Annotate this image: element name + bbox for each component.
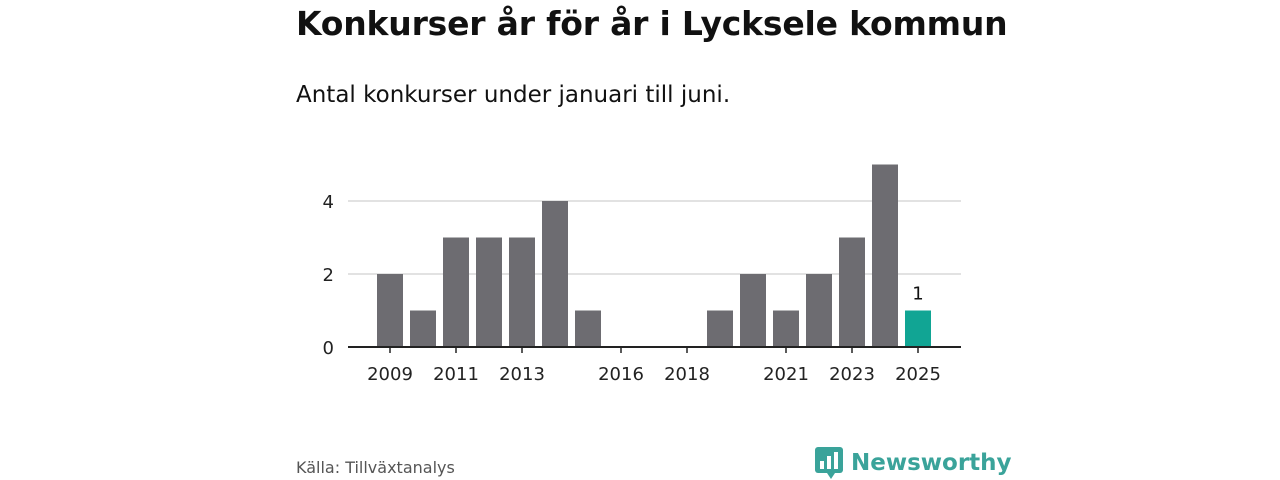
brand-logo: Newsworthy bbox=[815, 447, 1012, 479]
bar-2013 bbox=[509, 237, 535, 347]
x-tick-label: 2018 bbox=[664, 364, 710, 385]
bar-2012 bbox=[476, 237, 502, 347]
bar-2021 bbox=[773, 310, 799, 347]
source-note: Källa: Tillväxtanalys bbox=[296, 458, 455, 477]
bar-2019 bbox=[707, 310, 733, 347]
bar-2023 bbox=[839, 237, 865, 347]
brand-name: Newsworthy bbox=[851, 450, 1012, 476]
bar-2024 bbox=[872, 164, 898, 347]
y-tick-label: 0 bbox=[323, 338, 334, 359]
bar-chart-logo-icon bbox=[815, 447, 843, 479]
chart-subtitle: Antal konkurser under januari till juni. bbox=[296, 82, 731, 108]
x-tick-label: 2013 bbox=[499, 364, 545, 385]
chart-title: Konkurser år för år i Lycksele kommun bbox=[296, 4, 1008, 43]
bar-2025 bbox=[905, 310, 931, 347]
bar-2009 bbox=[377, 274, 403, 347]
bar-2010 bbox=[410, 310, 436, 347]
x-tick-label: 2021 bbox=[763, 364, 809, 385]
x-tick-label: 2016 bbox=[598, 364, 644, 385]
x-tick-label: 2011 bbox=[433, 364, 479, 385]
bar-2020 bbox=[740, 274, 766, 347]
y-tick-label: 2 bbox=[323, 265, 334, 286]
x-tick-label: 2025 bbox=[895, 364, 941, 385]
data-label: 1 bbox=[912, 284, 923, 305]
bar-2015 bbox=[575, 310, 601, 347]
bar-2011 bbox=[443, 237, 469, 347]
bar-chart: 0 2 4 2009 2011 2013 2016 2018 2021 2023 2025 1 bbox=[323, 164, 961, 385]
y-tick-label: 4 bbox=[323, 192, 334, 213]
bar-2014 bbox=[542, 201, 568, 347]
x-tick-label: 2009 bbox=[367, 364, 413, 385]
x-tick-label: 2023 bbox=[829, 364, 875, 385]
bar-2022 bbox=[806, 274, 832, 347]
